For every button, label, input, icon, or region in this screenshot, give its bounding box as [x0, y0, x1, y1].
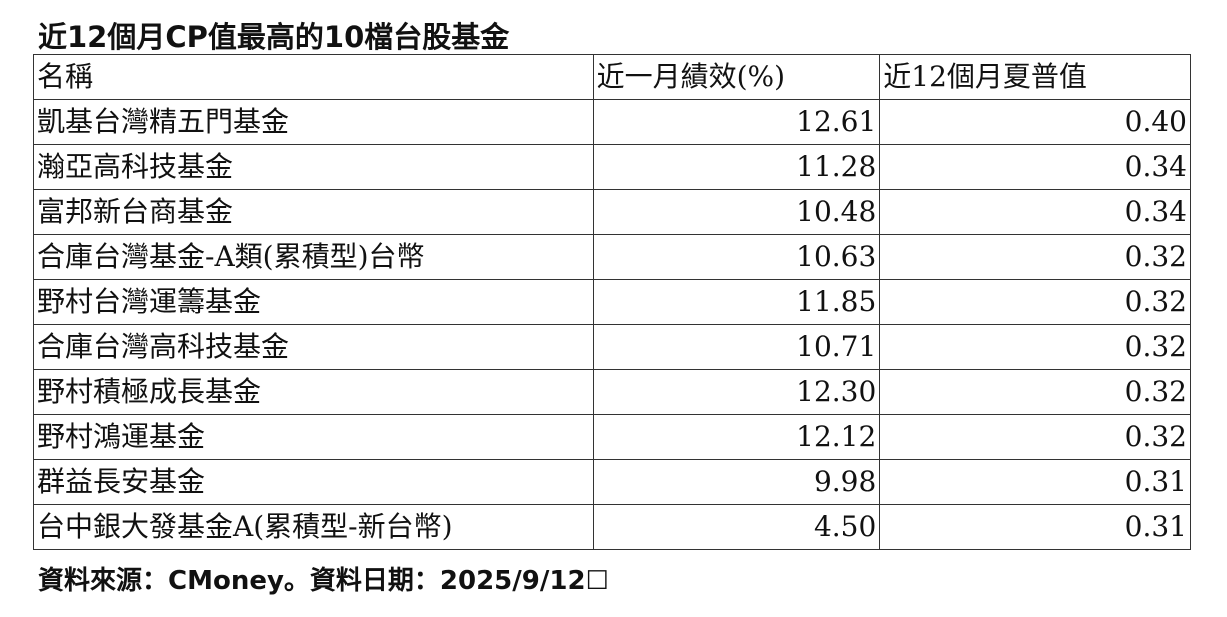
table-title: 近12個月CP值最高的10檔台股基金 [38, 20, 510, 54]
fund-name: 野村積極成長基金 [33, 369, 594, 415]
sharpe-12m: 0.31 [879, 459, 1191, 505]
fund-name: 合庫台灣高科技基金 [33, 324, 594, 370]
source-note: 資料來源：CMoney。資料日期：2025/9/12☐ [38, 566, 609, 596]
header-return: 近一月績效(%) [592, 54, 881, 100]
return-1m: 10.63 [592, 234, 881, 280]
fund-name: 台中銀大發基金A(累積型-新台幣) [33, 504, 594, 550]
return-1m: 12.12 [592, 414, 881, 460]
return-1m: 10.48 [592, 189, 881, 235]
fund-name: 野村台灣運籌基金 [33, 279, 594, 325]
return-1m: 9.98 [592, 459, 881, 505]
table-row: 凱基台灣精五門基金 12.61 0.40 [33, 99, 1191, 145]
table-row: 野村鴻運基金 12.12 0.32 [33, 414, 1191, 460]
fund-name: 凱基台灣精五門基金 [33, 99, 594, 145]
table-row: 富邦新台商基金 10.48 0.34 [33, 189, 1191, 235]
return-1m: 11.28 [592, 144, 881, 190]
return-1m: 11.85 [592, 279, 881, 325]
sharpe-12m: 0.40 [879, 99, 1191, 145]
table-row: 群益長安基金 9.98 0.31 [33, 459, 1191, 505]
return-1m: 10.71 [592, 324, 881, 370]
header-row: 名稱 近一月績效(%) 近12個月夏普值 [33, 54, 1191, 100]
sharpe-12m: 0.34 [879, 189, 1191, 235]
fund-name: 瀚亞高科技基金 [33, 144, 594, 190]
fund-name: 富邦新台商基金 [33, 189, 594, 235]
sharpe-12m: 0.34 [879, 144, 1191, 190]
table-row: 合庫台灣基金-A類(累積型)台幣 10.63 0.32 [33, 234, 1191, 280]
fund-name: 群益長安基金 [33, 459, 594, 505]
header-name: 名稱 [33, 54, 594, 100]
return-1m: 4.50 [592, 504, 881, 550]
return-1m: 12.61 [592, 99, 881, 145]
return-1m: 12.30 [592, 369, 881, 415]
sharpe-12m: 0.32 [879, 369, 1191, 415]
table-row: 台中銀大發基金A(累積型-新台幣) 4.50 0.31 [33, 504, 1191, 550]
table-row: 瀚亞高科技基金 11.28 0.34 [33, 144, 1191, 190]
table-row: 野村台灣運籌基金 11.85 0.32 [33, 279, 1191, 325]
sharpe-12m: 0.32 [879, 414, 1191, 460]
sharpe-12m: 0.32 [879, 279, 1191, 325]
sharpe-12m: 0.32 [879, 324, 1191, 370]
fund-table: 名稱 近一月績效(%) 近12個月夏普值 凱基台灣精五門基金 12.61 0.40 瀚… [33, 54, 1191, 550]
fund-name: 合庫台灣基金-A類(累積型)台幣 [33, 234, 594, 280]
sharpe-12m: 0.32 [879, 234, 1191, 280]
header-sharpe: 近12個月夏普值 [879, 54, 1191, 100]
table-row: 合庫台灣高科技基金 10.71 0.32 [33, 324, 1191, 370]
table-row: 野村積極成長基金 12.30 0.32 [33, 369, 1191, 415]
sharpe-12m: 0.31 [879, 504, 1191, 550]
fund-name: 野村鴻運基金 [33, 414, 594, 460]
